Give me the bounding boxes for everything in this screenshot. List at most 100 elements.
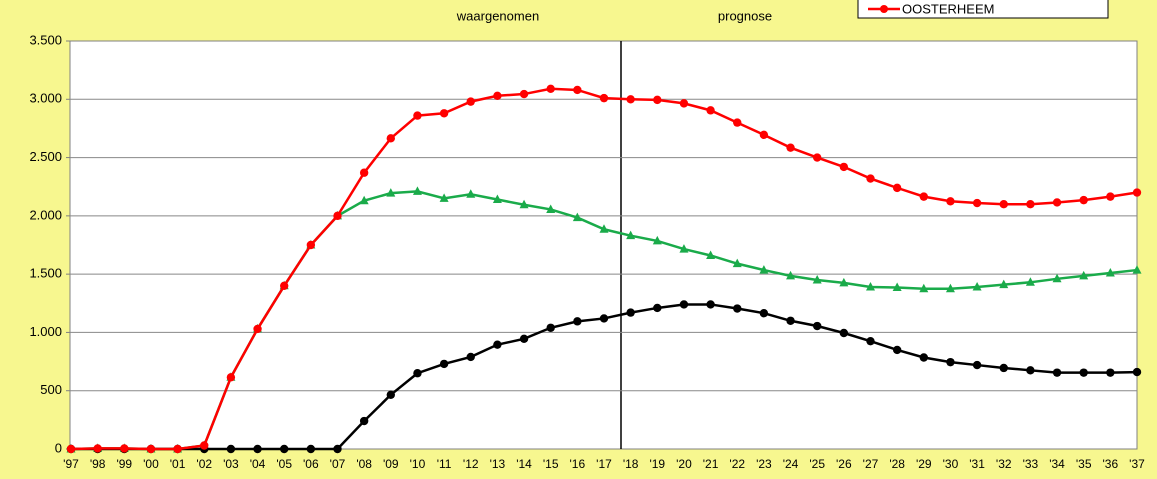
y-tick-label: 0 <box>55 440 62 455</box>
x-tick-label: '06 <box>303 457 319 471</box>
marker <box>573 85 582 95</box>
marker <box>759 130 769 140</box>
marker <box>812 274 822 284</box>
marker <box>759 308 769 318</box>
marker <box>93 444 102 453</box>
marker <box>1052 368 1062 377</box>
marker <box>546 323 555 332</box>
x-tick-label: '99 <box>116 457 132 471</box>
legend-box <box>857 0 1109 19</box>
marker <box>706 106 715 115</box>
x-tick-label: '25 <box>809 457 825 471</box>
marker <box>359 195 369 205</box>
marker <box>200 441 209 450</box>
y-tick-label: 500 <box>40 382 62 397</box>
x-tick-label: '35 <box>1076 457 1092 471</box>
legend-label: OOSTERHEEM <box>902 1 994 16</box>
marker <box>919 283 929 293</box>
marker <box>1052 198 1062 207</box>
marker <box>1079 195 1088 205</box>
y-tick-label: 3.500 <box>29 32 62 47</box>
x-tick-label: '36 <box>1103 457 1119 471</box>
x-tick-label: '18 <box>623 457 639 471</box>
x-tick-label: '08 <box>356 457 372 471</box>
marker <box>439 109 449 118</box>
marker <box>412 186 422 195</box>
x-tick-label: '19 <box>649 457 665 471</box>
x-tick-label: '21 <box>703 457 719 471</box>
marker <box>706 250 716 259</box>
plot-area <box>69 40 1138 450</box>
marker <box>306 240 316 250</box>
marker <box>1132 188 1142 197</box>
marker <box>386 134 395 143</box>
marker <box>679 244 689 253</box>
marker <box>972 360 982 370</box>
marker <box>945 283 955 293</box>
marker <box>1105 267 1115 277</box>
marker <box>253 324 262 334</box>
x-tick-label: '32 <box>996 457 1012 471</box>
marker <box>359 168 369 177</box>
marker <box>386 390 395 399</box>
marker <box>493 340 502 349</box>
y-tick-label: 2.500 <box>29 149 62 164</box>
marker <box>946 357 955 367</box>
x-tick-label: '30 <box>943 457 959 471</box>
x-tick-label: '13 <box>490 457 506 471</box>
marker <box>866 174 875 183</box>
marker <box>972 198 982 208</box>
annotation: waargenomen <box>456 8 539 23</box>
annotation: prognose <box>718 8 772 23</box>
marker <box>573 317 582 326</box>
marker <box>919 353 928 362</box>
marker <box>999 363 1008 373</box>
marker <box>519 199 529 209</box>
x-tick-label: '03 <box>223 457 239 471</box>
marker <box>359 416 369 426</box>
x-tick-label: '31 <box>969 457 985 471</box>
marker <box>146 444 156 454</box>
x-tick-label: '20 <box>676 457 692 471</box>
marker <box>1132 367 1142 377</box>
marker <box>972 281 982 291</box>
x-tick-label: '02 <box>196 457 212 471</box>
marker <box>653 303 662 313</box>
marker <box>333 444 342 454</box>
y-tick-label: 1.500 <box>29 266 62 281</box>
marker <box>653 95 662 105</box>
marker <box>999 200 1008 209</box>
marker <box>1132 265 1142 274</box>
x-tick-label: '05 <box>276 457 292 471</box>
marker <box>892 345 902 355</box>
marker <box>652 235 662 245</box>
x-tick-label: '07 <box>330 457 346 471</box>
x-tick-label: '14 <box>516 457 532 471</box>
marker <box>626 95 635 104</box>
marker <box>892 282 902 292</box>
marker <box>519 89 529 99</box>
marker <box>173 444 182 454</box>
x-tick-label: '10 <box>410 457 426 471</box>
marker <box>866 281 875 291</box>
marker <box>733 304 742 313</box>
marker <box>333 211 342 221</box>
marker <box>706 300 715 309</box>
marker <box>306 444 316 454</box>
marker <box>1052 273 1062 283</box>
marker <box>919 192 928 201</box>
marker <box>1079 368 1088 377</box>
x-tick-label: '29 <box>916 457 932 471</box>
x-tick-label: '26 <box>836 457 852 471</box>
marker <box>492 194 502 204</box>
x-tick-label: '09 <box>383 457 399 471</box>
y-tick-label: 1.000 <box>29 324 62 339</box>
x-tick-label: '15 <box>543 457 559 471</box>
marker <box>1079 270 1089 280</box>
marker <box>759 265 769 274</box>
x-tick-label: '11 <box>437 457 452 471</box>
marker <box>813 321 822 331</box>
marker <box>626 230 636 240</box>
